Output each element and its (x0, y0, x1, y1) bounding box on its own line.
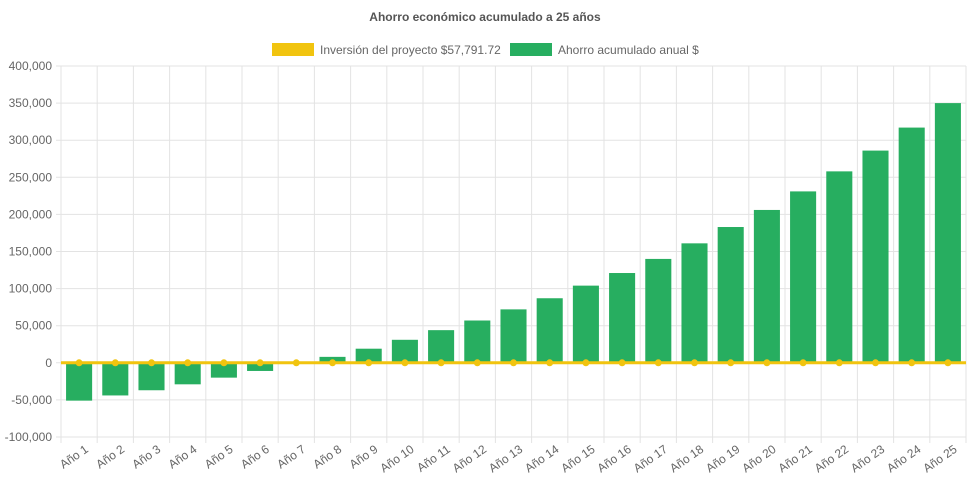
y-tick-label: 400,000 (9, 59, 53, 73)
investment-point (220, 359, 228, 367)
investment-point (908, 359, 916, 367)
savings-bar (826, 171, 853, 363)
chart-grid (56, 65, 967, 443)
savings-bar (355, 348, 382, 363)
investment-line (61, 359, 966, 367)
x-tick-label: Año 4 (166, 442, 200, 472)
x-tick-label: Año 14 (522, 442, 561, 475)
investment-point (872, 359, 879, 367)
x-tick-label: Año 2 (93, 442, 127, 472)
investment-point (510, 359, 517, 367)
savings-bar (66, 362, 93, 401)
y-tick-label: 0 (45, 356, 52, 370)
x-axis: Año 1 Año 2 Año 3 Año 4 Año 5 Año 6 Año 7 Año 8… (57, 442, 960, 475)
x-tick-label: Año 15 (558, 442, 597, 475)
savings-bar (572, 285, 599, 363)
x-tick-label: Año 19 (703, 442, 742, 475)
x-tick-label: Año 22 (812, 442, 851, 475)
x-tick-label: Año 5 (202, 442, 236, 472)
investment-point (329, 359, 336, 367)
x-tick-label: Año 17 (631, 442, 670, 475)
savings-bar (247, 362, 274, 371)
savings-bar (464, 320, 491, 363)
investment-point (582, 359, 590, 367)
savings-bar (174, 362, 201, 385)
x-tick-label: Año 24 (884, 442, 923, 475)
investment-point (691, 359, 698, 367)
investment-point (799, 359, 807, 367)
y-tick-label: 250,000 (9, 170, 53, 184)
x-tick-label: Año 12 (450, 442, 489, 475)
savings-bar (790, 191, 817, 363)
x-tick-label: Año 9 (347, 442, 381, 472)
y-tick-label: 200,000 (9, 207, 53, 221)
investment-point (365, 359, 373, 367)
y-axis: 400,000 350,000 300,000 250,000 200,000 150,0… (5, 59, 53, 444)
investment-point (654, 359, 662, 367)
investment-point (835, 359, 843, 367)
investment-point (618, 359, 626, 367)
x-tick-label: Año 23 (848, 442, 887, 475)
y-tick-label: -50,000 (11, 393, 52, 407)
x-tick-label: Año 10 (377, 442, 416, 475)
investment-point (473, 359, 481, 367)
x-tick-label: Año 7 (274, 442, 308, 472)
investment-point (256, 359, 264, 367)
x-tick-label: Año 1 (57, 442, 91, 472)
x-tick-label: Año 25 (920, 442, 959, 475)
savings-bar (862, 150, 889, 363)
y-tick-label: 350,000 (9, 96, 53, 110)
savings-bar (645, 258, 672, 363)
investment-point (437, 359, 445, 367)
x-tick-label: Año 13 (486, 442, 525, 475)
y-tick-label: 150,000 (9, 245, 53, 259)
x-tick-label: Año 20 (739, 442, 778, 475)
investment-point (148, 359, 155, 367)
savings-bar (210, 362, 237, 378)
investment-point (184, 359, 192, 367)
x-tick-label: Año 6 (238, 442, 272, 472)
savings-bar (391, 339, 418, 363)
y-tick-label: 100,000 (9, 282, 53, 296)
savings-bar (428, 330, 455, 363)
savings-bar (609, 273, 636, 363)
savings-bars (66, 103, 961, 401)
investment-point (546, 359, 554, 367)
chart-legend: Inversión del proyecto $57,791.72 Ahorro… (272, 43, 699, 57)
legend-swatch-investment (272, 43, 314, 56)
chart-title: Ahorro económico acumulado a 25 años (369, 10, 601, 24)
y-tick-label: 300,000 (9, 133, 53, 147)
savings-bar (681, 243, 708, 363)
x-tick-label: Año 18 (667, 442, 706, 475)
investment-point (292, 359, 300, 367)
savings-bar (753, 209, 780, 363)
x-tick-label: Año 16 (595, 442, 634, 475)
y-tick-label: 50,000 (15, 319, 52, 333)
investment-point (75, 359, 83, 367)
x-tick-label: Año 21 (776, 442, 815, 475)
investment-point (763, 359, 771, 367)
savings-bar (898, 127, 925, 363)
investment-point (727, 359, 735, 367)
savings-bar (934, 103, 961, 363)
x-tick-label: Año 8 (311, 442, 345, 472)
savings-bar (500, 309, 527, 363)
x-tick-label: Año 3 (130, 442, 164, 472)
savings-bar (102, 362, 129, 396)
legend-label-savings: Ahorro acumulado anual $ (558, 43, 699, 57)
savings-bar (717, 227, 744, 363)
savings-bar (536, 298, 563, 363)
x-tick-label: Año 11 (414, 442, 453, 475)
investment-point (111, 359, 119, 367)
savings-bar (138, 362, 165, 391)
investment-point (401, 359, 409, 367)
y-tick-label: -100,000 (5, 430, 53, 444)
legend-label-investment: Inversión del proyecto $57,791.72 (320, 43, 501, 57)
investment-point (944, 359, 952, 367)
legend-swatch-savings (510, 43, 552, 56)
